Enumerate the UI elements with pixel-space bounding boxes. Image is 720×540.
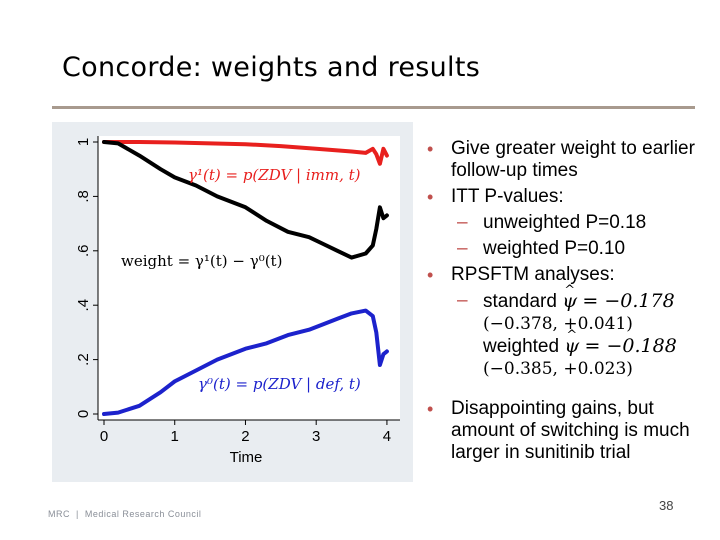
- annotation-gamma1: γ¹(t) = p(ZDV | imm, t): [188, 166, 361, 184]
- y-tick-label: .6: [75, 245, 92, 258]
- sub-bullet-text: weighted P=0.10: [483, 238, 626, 259]
- series-line-gamma0: [102, 308, 389, 416]
- bullet-text: RPSFTM analyses:: [451, 264, 615, 285]
- bullet-weights: • Give greater weight to earlier follow-…: [425, 138, 710, 182]
- bullet-list: • Give greater weight to earlier follow-…: [425, 138, 710, 468]
- standard-label: standard: [483, 291, 557, 312]
- bullet-dot: •: [427, 187, 434, 207]
- bullet-disappointing: • Disappointing gains, but amount of swi…: [425, 398, 710, 464]
- plot-area: [98, 136, 400, 420]
- footer-logo: MRC | Medical Research Council: [48, 509, 202, 519]
- sub-bullet-unweighted: – unweighted P=0.18: [425, 212, 710, 234]
- weighted-label: weighted: [483, 336, 560, 357]
- psi-hat-symbol: ψ: [562, 280, 577, 312]
- series-line-gamma1: [102, 140, 389, 166]
- sub-bullet-standard: – standard ψ = −0.178 (−0.378, +0.041) w…: [425, 280, 710, 380]
- y-tick-label: .8: [75, 190, 92, 203]
- y-tick-label: 1: [75, 138, 92, 146]
- footer-org-name: Medical Research Council: [84, 509, 202, 519]
- x-axis-label: Time: [230, 449, 263, 466]
- slide-title: Concorde: weights and results: [62, 52, 481, 83]
- chart-axes: 0 1 2 3 4 0 .2 .4 .6 .8 1: [75, 136, 400, 445]
- standard-estimate: = −0.178: [582, 290, 675, 312]
- title-divider: [52, 106, 695, 109]
- bullet-dot: •: [427, 265, 434, 285]
- weighted-ci: (−0.385, +0.023): [483, 359, 633, 379]
- x-tick-label: 0: [100, 428, 108, 445]
- weighted-estimate: = −0.188: [584, 335, 677, 357]
- footer-org-short: MRC: [48, 509, 70, 519]
- annotation-gamma0: γ⁰(t) = p(ZDV | def, t): [198, 375, 361, 393]
- sub-bullet-dash: –: [457, 212, 468, 233]
- sub-bullet-dash: –: [457, 238, 468, 259]
- x-tick-label: 4: [383, 428, 391, 445]
- bullet-dot: •: [427, 399, 434, 419]
- y-tick-label: 0: [75, 410, 92, 418]
- x-tick-label: 2: [241, 428, 249, 445]
- sub-bullet-dash: –: [457, 290, 468, 311]
- y-tick-label: .2: [75, 353, 92, 366]
- x-tick-label: 1: [171, 428, 179, 445]
- bullet-dot: •: [427, 139, 434, 159]
- psi-hat-symbol: ψ: [564, 325, 579, 357]
- annotation-weight: weight = γ¹(t) − γ⁰(t): [121, 252, 282, 270]
- sub-bullet-text: unweighted P=0.18: [483, 212, 647, 233]
- y-tick-label: .4: [75, 299, 92, 312]
- bullet-text: Give greater weight to earlier follow-up…: [451, 138, 695, 181]
- page-number: 38: [659, 498, 674, 513]
- sub-bullet-weighted: – weighted P=0.10: [425, 238, 710, 260]
- x-tick-label: 3: [312, 428, 320, 445]
- chart-series: [102, 140, 389, 416]
- bullet-text: ITT P-values:: [451, 186, 564, 207]
- standard-ci: (−0.378, +0.041): [483, 314, 633, 334]
- weights-chart: 0 1 2 3 40.2.4.6.81 γ¹(t) = p(ZDV | imm, t) …: [75, 136, 400, 466]
- series-line-weight: [102, 140, 389, 260]
- bullet-text: Disappointing gains, but amount of switc…: [451, 398, 690, 463]
- bullet-itt: • ITT P-values:: [425, 186, 710, 208]
